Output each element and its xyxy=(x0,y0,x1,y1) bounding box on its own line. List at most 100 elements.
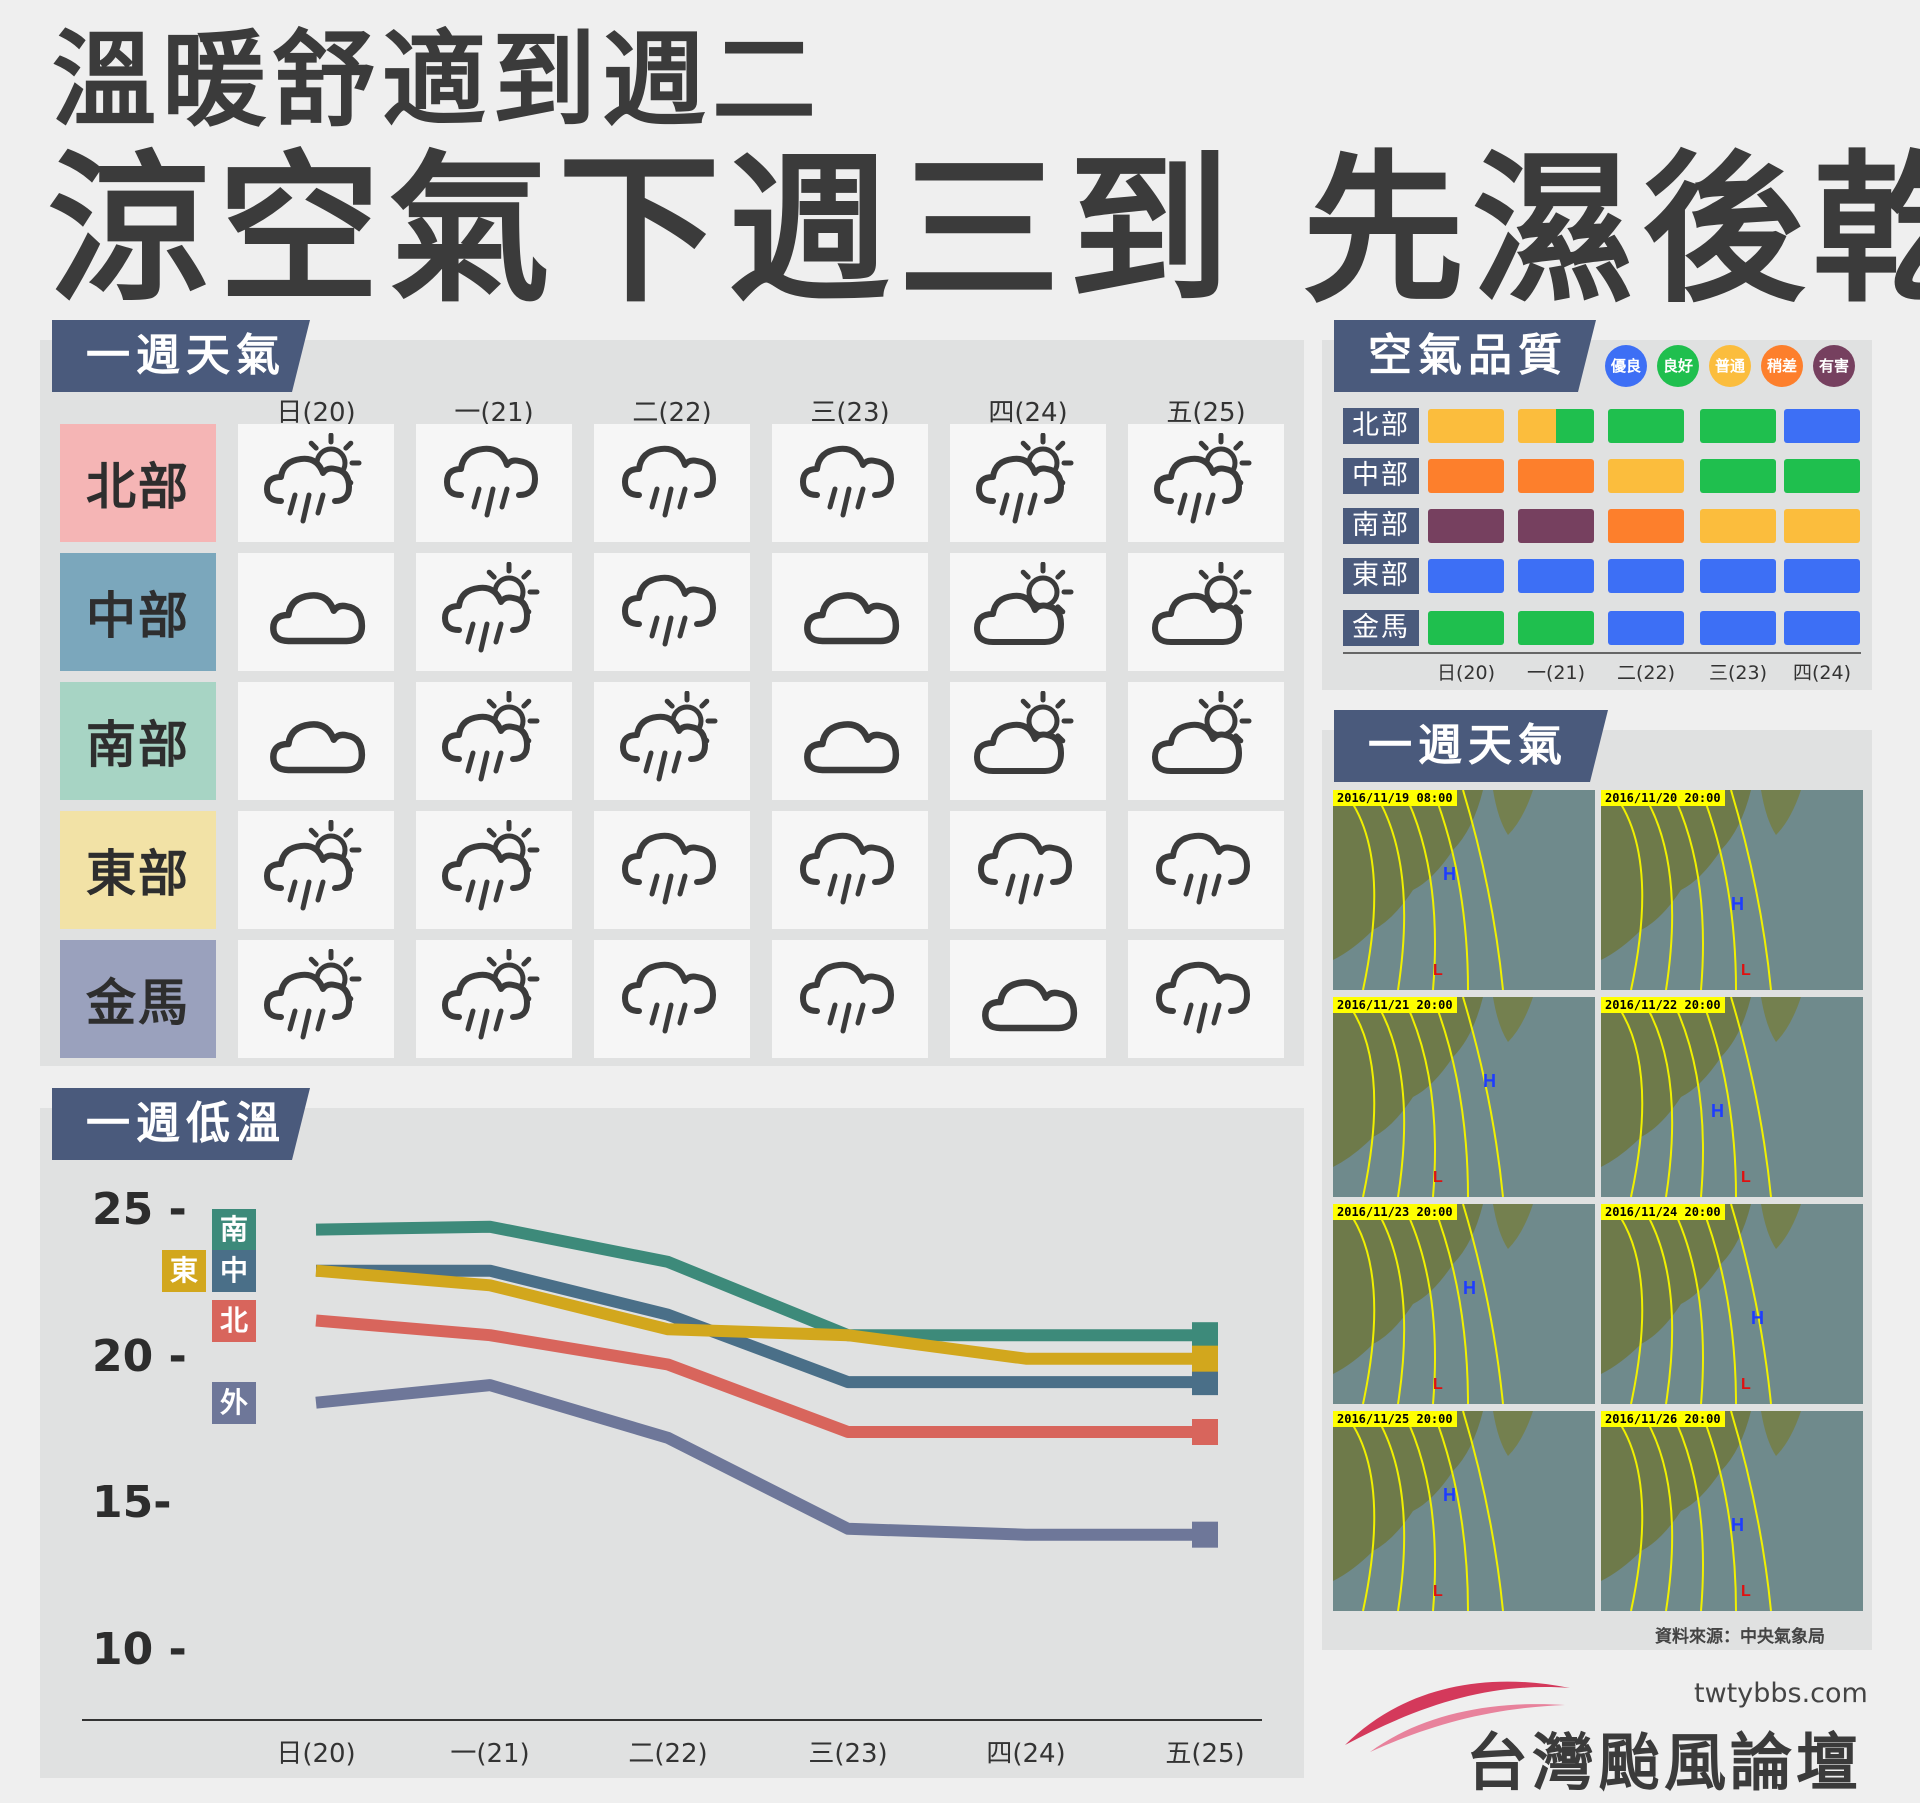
aq-level-bar xyxy=(1608,509,1684,543)
day-header: 五(25) xyxy=(1166,398,1246,428)
forecast-cell xyxy=(1128,553,1284,671)
series-end-marker-南 xyxy=(1192,1322,1218,1349)
aq-region-label: 南部 xyxy=(1343,508,1419,544)
synoptic-map: H L 2016/11/24 20:00 xyxy=(1601,1204,1863,1404)
aq-level-bar xyxy=(1700,611,1776,645)
day-header: 一(21) xyxy=(454,398,534,428)
rain-icon xyxy=(800,832,894,905)
aq-level-bar xyxy=(1428,559,1504,593)
synoptic-map: H L 2016/11/25 20:00 xyxy=(1333,1411,1595,1611)
svg-text:L: L xyxy=(1433,962,1443,979)
synoptic-map: H L 2016/11/23 20:00 xyxy=(1333,1204,1595,1404)
aq-day-label: 三(23) xyxy=(1708,662,1767,684)
series-label: 外 xyxy=(212,1381,256,1424)
aq-level-bar xyxy=(1428,509,1504,543)
aq-day-label: 一(21) xyxy=(1526,662,1585,684)
data-source: 資料來源：中央氣象局 xyxy=(1655,1627,1825,1647)
aq-level-bar xyxy=(1700,459,1776,493)
forecast-cell xyxy=(950,811,1106,929)
partly-cloudy-icon xyxy=(974,562,1074,645)
aq-legend-item: 良好 xyxy=(1657,345,1699,387)
forecast-cell xyxy=(950,553,1106,671)
aq-level-bar xyxy=(1428,409,1504,443)
partly-rain-icon xyxy=(442,691,540,782)
map-timestamp: 2016/11/21 20:00 xyxy=(1333,997,1457,1013)
svg-text:L: L xyxy=(1741,1169,1751,1186)
forecast-cell xyxy=(416,940,572,1058)
aq-legend-item: 優良 xyxy=(1605,345,1647,387)
partly-rain-icon xyxy=(264,949,362,1040)
synoptic-map: H L 2016/11/21 20:00 xyxy=(1333,997,1595,1197)
series-label: 南 xyxy=(212,1208,256,1251)
aq-day-label: 四(24) xyxy=(1792,662,1851,684)
day-header: 二(22) xyxy=(632,398,712,428)
region-label: 金馬 xyxy=(60,940,216,1058)
svg-text:H: H xyxy=(1731,894,1744,914)
aq-legend-item: 有害 xyxy=(1813,345,1855,387)
aq-legend-item: 稍差 xyxy=(1761,345,1803,387)
aq-level-bar xyxy=(1518,409,1594,443)
series-end-marker-中 xyxy=(1192,1369,1218,1396)
series-line-中 xyxy=(316,1264,1205,1389)
region-label: 南部 xyxy=(60,682,216,800)
svg-text:L: L xyxy=(1741,1583,1751,1600)
series-line-東 xyxy=(315,1264,1205,1365)
map-timestamp: 2016/11/22 20:00 xyxy=(1601,997,1725,1013)
forecast-cell xyxy=(238,553,394,671)
partly-rain-icon xyxy=(442,820,540,911)
aq-level-bar xyxy=(1518,559,1594,593)
forecast-cell xyxy=(594,682,750,800)
svg-text:L: L xyxy=(1741,1376,1751,1393)
aq-level-bar xyxy=(1608,409,1684,443)
day-header: 日(20) xyxy=(276,398,356,428)
map-timestamp: 2016/11/25 20:00 xyxy=(1333,1411,1457,1427)
day-header: 四(24) xyxy=(988,398,1068,428)
brand-swoosh-logo xyxy=(1345,1681,1570,1752)
map-timestamp: 2016/11/24 20:00 xyxy=(1601,1204,1725,1220)
forecast-cell xyxy=(950,940,1106,1058)
brand-url[interactable]: twtybbs.com xyxy=(1694,1678,1868,1709)
region-label: 東部 xyxy=(60,811,216,929)
partly-rain-icon xyxy=(442,562,540,653)
rain-icon xyxy=(622,574,716,647)
y-tick-label: 25 - xyxy=(92,1184,187,1235)
svg-text:L: L xyxy=(1741,962,1751,979)
svg-text:H: H xyxy=(1443,864,1456,884)
forecast-cell xyxy=(1128,424,1284,542)
map-timestamp: 2016/11/19 08:00 xyxy=(1333,790,1457,806)
aq-level-bar xyxy=(1608,559,1684,593)
forecast-cell xyxy=(950,682,1106,800)
aq-level-bar xyxy=(1700,559,1776,593)
cloud-icon xyxy=(804,592,900,645)
aq-level-bar xyxy=(1700,509,1776,543)
svg-text:H: H xyxy=(1463,1278,1476,1298)
aq-level-bar xyxy=(1700,409,1776,443)
forecast-cell xyxy=(772,940,928,1058)
forecast-cell xyxy=(238,424,394,542)
x-tick-label: 二(22) xyxy=(628,1739,708,1769)
y-tick-label: 20 - xyxy=(92,1330,187,1382)
svg-text:H: H xyxy=(1443,1485,1456,1505)
svg-text:L: L xyxy=(1433,1169,1443,1186)
headline-main: 涼空氣下週三到 先濕後乾 xyxy=(48,137,1920,325)
forecast-cell xyxy=(772,811,928,929)
forecast-cell xyxy=(1128,682,1284,800)
aq-level-bar xyxy=(1428,611,1504,645)
synoptic-map: H L 2016/11/26 20:00 xyxy=(1601,1411,1863,1611)
aq-level-bar xyxy=(1608,611,1684,645)
rain-icon xyxy=(1156,832,1250,905)
series-line-北 xyxy=(315,1314,1205,1438)
synoptic-map: H L 2016/11/19 08:00 xyxy=(1333,790,1595,990)
svg-text:H: H xyxy=(1483,1071,1496,1091)
forecast-cell xyxy=(1128,811,1284,929)
aq-level-bar xyxy=(1784,459,1860,493)
brand-name: 台灣颱風論壇 xyxy=(1466,1726,1863,1799)
forecast-cell xyxy=(594,553,750,671)
map-timestamp: 2016/11/20 20:00 xyxy=(1601,790,1725,806)
y-tick-label: 10 - xyxy=(92,1624,187,1675)
weekly-weather-tab: 一週天氣 xyxy=(52,320,310,392)
forecast-cell xyxy=(594,424,750,542)
headline-top: 溫暖舒適到週二 xyxy=(52,19,823,141)
y-tick-label: 15- xyxy=(92,1477,172,1529)
